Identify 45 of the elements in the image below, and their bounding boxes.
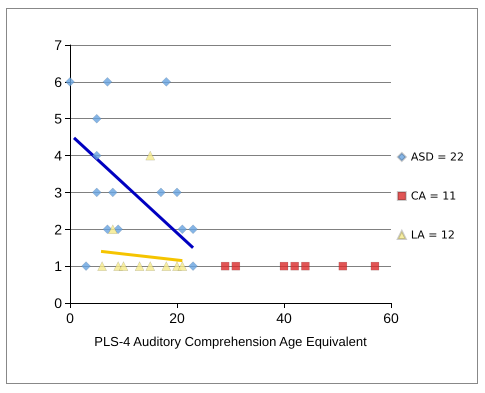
y-tick-label: 5 [54,110,62,127]
point [178,261,188,271]
legend-label: CA = 11 [410,190,456,202]
point [338,262,348,270]
point [162,77,172,87]
point [178,224,188,234]
point [146,261,155,271]
y-tick-label: 2 [54,221,62,238]
point [102,77,112,87]
point [92,150,102,160]
point [134,261,144,271]
y-tick-label: 7 [54,37,62,53]
x-tick-label: 0 [66,310,74,326]
x-tick-label: 20 [169,310,185,326]
point [232,262,240,270]
point [97,261,107,271]
point [220,262,230,270]
legend-label: ASD = 22 [410,150,464,164]
legend-label: LA = 12 [410,228,455,242]
y-tick-label: 6 [54,74,62,90]
point [162,261,172,271]
point [370,262,380,270]
point [156,188,166,198]
point [188,261,198,271]
point [118,261,128,271]
point [92,188,102,198]
x-tick-label: 60 [383,310,399,326]
point [108,224,118,234]
x-axis-title: PLS-4 Auditory Comprehension Age Equivalent [94,334,368,349]
point [188,224,198,234]
point [172,188,182,198]
x-tick-label: 40 [276,310,292,326]
y-tick-label: 0 [54,295,62,311]
y-tick-label: 4 [54,148,62,164]
point [280,262,288,270]
point [81,261,91,271]
point [92,114,102,124]
point [146,150,155,160]
point [102,224,112,234]
point [65,77,75,87]
y-tick-label: 1 [54,258,62,274]
point [108,188,118,198]
point [301,262,310,270]
point [290,262,299,270]
y-tick-label: 3 [54,184,62,200]
